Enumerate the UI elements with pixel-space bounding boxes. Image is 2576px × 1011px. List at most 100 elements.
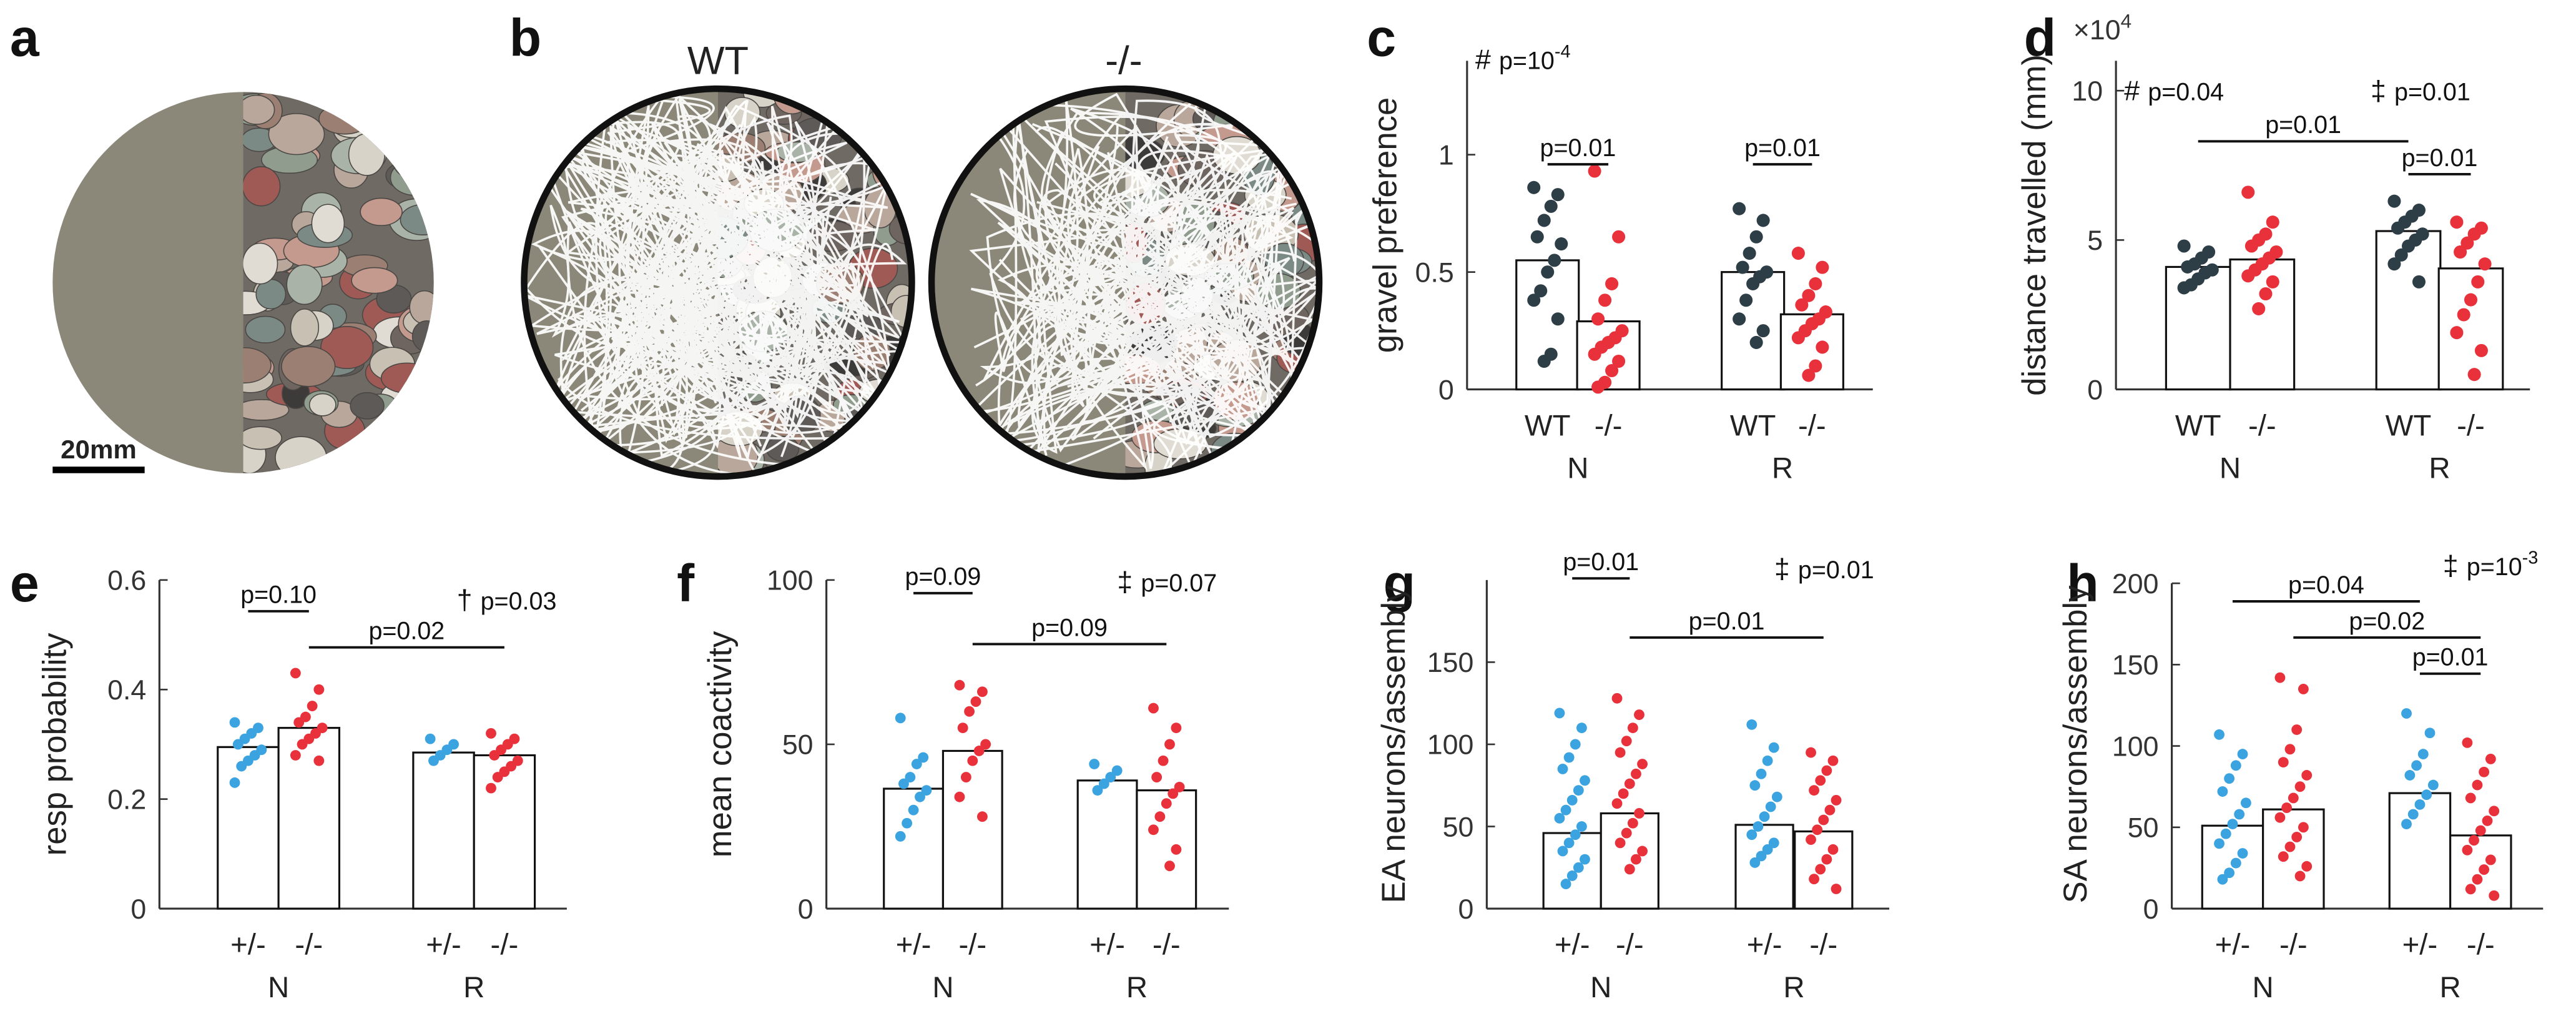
trajectory-path xyxy=(983,89,1271,422)
data-point xyxy=(1527,293,1541,307)
pebble xyxy=(348,133,386,176)
data-point xyxy=(2485,854,2496,866)
pebble xyxy=(243,347,272,384)
data-point xyxy=(1551,188,1565,202)
x-tick-label: +/- xyxy=(2215,929,2251,962)
data-point xyxy=(1612,230,1626,244)
data-point xyxy=(911,759,922,769)
y-axis-label: EA neurons/assembly xyxy=(1375,585,1412,904)
bar xyxy=(277,727,341,910)
data-point xyxy=(2294,781,2306,792)
data-point xyxy=(2421,789,2432,801)
data-point xyxy=(2391,221,2405,235)
y-tick-label: 50 xyxy=(2128,813,2159,844)
stat-exp: -4 xyxy=(1555,42,1571,62)
data-point xyxy=(1168,788,1179,799)
data-point xyxy=(232,739,243,750)
data-point xyxy=(313,755,325,766)
stat-symbol: ‡ xyxy=(2371,76,2386,107)
pebble xyxy=(411,408,434,433)
bar xyxy=(2375,230,2442,391)
data-point xyxy=(2266,275,2279,289)
data-point xyxy=(1634,709,1644,721)
data-point xyxy=(957,722,968,734)
data-point xyxy=(2227,819,2238,830)
data-point xyxy=(908,804,919,816)
data-point xyxy=(2266,215,2279,229)
data-point xyxy=(1544,199,1558,213)
data-point xyxy=(1591,312,1605,326)
group-label: R xyxy=(2429,452,2450,485)
axis-multiplier: ×104 xyxy=(2073,10,2131,46)
group-label: N xyxy=(2220,452,2241,485)
data-point xyxy=(2401,819,2412,830)
significance-label: p=0.01 xyxy=(2402,144,2478,172)
data-point xyxy=(1148,824,1159,836)
y-tick-label: 10 xyxy=(2072,76,2103,107)
data-point xyxy=(1563,837,1575,849)
data-point xyxy=(1733,202,1746,215)
data-point xyxy=(1756,851,1767,862)
data-point xyxy=(1588,164,1601,178)
data-point xyxy=(313,684,325,695)
data-point xyxy=(2294,870,2306,882)
significance-label: p=0.01 xyxy=(1563,548,1639,576)
data-point xyxy=(1736,260,1749,274)
data-point xyxy=(2472,779,2483,791)
data-point xyxy=(1749,335,1763,349)
pebble xyxy=(817,450,855,471)
data-point xyxy=(2259,287,2273,301)
data-point xyxy=(2475,825,2486,836)
data-point xyxy=(293,717,305,728)
panel-label: d xyxy=(2024,8,2056,67)
data-point xyxy=(2427,779,2439,791)
pebble xyxy=(380,362,434,394)
data-point xyxy=(1746,277,1760,290)
data-point xyxy=(492,772,503,782)
data-point xyxy=(2177,281,2191,295)
data-point xyxy=(980,739,991,750)
pebble xyxy=(875,420,912,461)
data-point xyxy=(2244,239,2258,253)
data-point xyxy=(1151,772,1163,782)
pebble xyxy=(1284,89,1319,124)
data-point xyxy=(905,772,916,782)
pebble xyxy=(867,414,912,454)
data-point xyxy=(2284,841,2296,852)
pebble xyxy=(275,436,328,473)
data-point xyxy=(2237,848,2248,859)
data-point xyxy=(290,668,301,679)
significance-label: p=0.04 xyxy=(2288,571,2364,599)
data-point xyxy=(2181,260,2195,274)
stat-text: p=0.03 xyxy=(481,588,557,615)
pebble xyxy=(390,159,434,196)
data-point xyxy=(1815,775,1826,786)
y-tick-label: 0.5 xyxy=(1415,257,1454,288)
data-point xyxy=(1580,775,1590,786)
data-point xyxy=(2450,326,2464,340)
data-point xyxy=(2479,864,2490,875)
data-point xyxy=(970,696,981,707)
data-point xyxy=(1824,804,1836,816)
bar xyxy=(1515,259,1580,391)
data-point xyxy=(1739,293,1753,307)
pebble xyxy=(311,204,345,244)
data-point xyxy=(2214,729,2225,740)
pebble xyxy=(281,346,336,387)
arena-title: WT xyxy=(687,39,749,82)
significance-label: p=0.09 xyxy=(1031,614,1108,641)
panel-label: f xyxy=(677,554,695,613)
group-label: N xyxy=(268,971,289,1004)
data-point xyxy=(2237,749,2248,760)
data-point xyxy=(1576,821,1587,832)
data-point xyxy=(1560,879,1571,890)
data-point xyxy=(1615,747,1626,758)
x-tick-label: +/- xyxy=(896,929,932,962)
x-tick-label: WT xyxy=(2386,409,2432,442)
data-point xyxy=(977,686,988,698)
data-point xyxy=(2274,672,2286,683)
pebble xyxy=(869,428,912,470)
pebble xyxy=(1271,89,1303,113)
data-point xyxy=(1557,763,1568,774)
data-point xyxy=(2407,809,2419,820)
